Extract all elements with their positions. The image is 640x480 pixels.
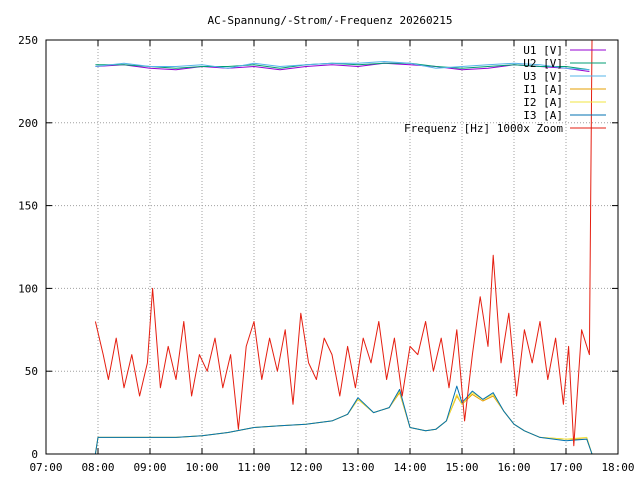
legend-label: Frequenz [Hz] 1000x Zoom	[404, 122, 563, 135]
legend-label: I2 [A]	[523, 96, 563, 109]
x-tick-label: 07:00	[29, 461, 62, 474]
y-tick-label: 250	[18, 34, 38, 47]
x-tick-label: 11:00	[237, 461, 270, 474]
chart-title: AC-Spannung/-Strom/-Frequenz 20260215	[207, 14, 452, 27]
series-layer	[90, 39, 593, 455]
series-line-3	[95, 61, 590, 71]
series-line-5	[90, 390, 593, 455]
y-tick-label: 50	[25, 365, 38, 378]
plot-frame	[45, 39, 619, 455]
x-tick-label: 14:00	[393, 461, 426, 474]
legend-label: U3 [V]	[523, 70, 563, 83]
y-tick-label: 0	[31, 448, 38, 461]
x-tick-label: 13:00	[341, 461, 374, 474]
y-tick-label: 200	[18, 117, 38, 130]
legend-label: I3 [A]	[523, 109, 563, 122]
legend-label: I1 [A]	[523, 83, 563, 96]
x-tick-label: 12:00	[289, 461, 322, 474]
legend-label: U1 [V]	[523, 44, 563, 57]
ticks-layer: 0 50 100 150 200 250 07:00 08:00 09:00 10:00 11:00…	[18, 34, 634, 474]
series-line-7	[94, 39, 593, 447]
series-line-6	[90, 385, 593, 455]
grid-layer	[46, 40, 618, 454]
x-tick-label: 16:00	[497, 461, 530, 474]
x-tick-label: 18:00	[601, 461, 634, 474]
x-tick-label: 10:00	[185, 461, 218, 474]
series-line-4	[90, 392, 593, 455]
legend: U1 [V]U2 [V]U3 [V]I1 [A]I2 [A]I3 [A]Freq…	[404, 44, 606, 135]
x-tick-label: 08:00	[81, 461, 114, 474]
y-tick-label: 100	[18, 282, 38, 295]
series-line-2	[95, 62, 590, 71]
x-tick-label: 15:00	[445, 461, 478, 474]
y-tick-label: 150	[18, 200, 38, 213]
x-tick-label: 17:00	[549, 461, 582, 474]
x-tick-label: 09:00	[133, 461, 166, 474]
legend-label: U2 [V]	[523, 57, 563, 70]
